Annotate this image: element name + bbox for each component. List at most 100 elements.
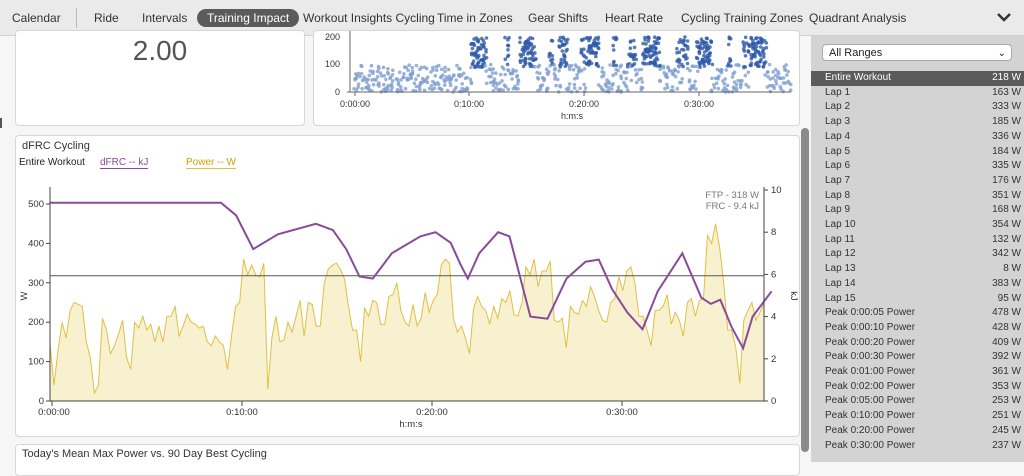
- scatter-point: [687, 78, 692, 82]
- range-row[interactable]: Peak 0:00:20 Power 409 W: [811, 336, 1024, 351]
- scatter-point: [395, 87, 400, 92]
- scatter-x-label: h:m:s: [561, 111, 584, 121]
- range-row-label: Lap 4: [825, 130, 851, 142]
- range-row[interactable]: Lap 10 354 W: [811, 218, 1024, 233]
- scatter-point: [558, 83, 562, 88]
- scatter-point: [663, 86, 667, 91]
- tab-calendar[interactable]: Calendar: [12, 11, 61, 25]
- scatter-point: [632, 38, 636, 43]
- range-row-label: Peak 0:20:00 Power: [825, 424, 916, 436]
- scatter-x-tick: 0:00:00: [340, 99, 370, 109]
- range-row[interactable]: Lap 1 163 W: [811, 86, 1024, 101]
- scatter-point: [727, 36, 732, 41]
- range-row[interactable]: Lap 2 333 W: [811, 100, 1024, 115]
- tab-time-in-zones[interactable]: Time in Zones: [437, 11, 513, 25]
- scatter-point: [646, 39, 651, 43]
- scrollbar[interactable]: [801, 128, 809, 452]
- range-row[interactable]: Lap 6 335 W: [811, 159, 1024, 174]
- tab-workout-insights-cycling[interactable]: Workout Insights Cycling: [303, 11, 435, 25]
- scatter-point: [742, 64, 746, 69]
- scatter-point: [371, 82, 376, 87]
- legend-power[interactable]: Power -- W: [186, 157, 236, 169]
- range-row[interactable]: Lap 12 342 W: [811, 247, 1024, 262]
- scatter-point: [701, 58, 705, 62]
- scatter-point: [414, 63, 419, 68]
- scatter-point: [498, 88, 502, 92]
- tab-cycling-training-zones[interactable]: Cycling Training Zones: [681, 11, 804, 25]
- tab-heart-rate[interactable]: Heart Rate: [605, 11, 664, 25]
- range-row[interactable]: Lap 5 184 W: [811, 145, 1024, 160]
- left-y-tick: 0: [39, 396, 44, 407]
- range-row[interactable]: Lap 4 336 W: [811, 130, 1024, 145]
- right-y-tick: 10: [771, 185, 782, 196]
- scatter-point: [730, 75, 735, 79]
- scatter-point: [442, 83, 447, 87]
- scatter-point: [537, 63, 542, 68]
- scatter-point: [781, 81, 786, 85]
- scatter-point: [686, 47, 690, 51]
- range-row[interactable]: Peak 0:00:05 Power 478 W: [811, 306, 1024, 321]
- range-row[interactable]: Lap 9 168 W: [811, 203, 1024, 218]
- range-row[interactable]: Lap 7 176 W: [811, 174, 1024, 189]
- range-select[interactable]: All Ranges ⌄: [822, 44, 1012, 61]
- range-row-label: Lap 14: [825, 277, 856, 289]
- scatter-point: [644, 62, 649, 66]
- scatter-point: [491, 67, 496, 71]
- range-row[interactable]: Lap 15 95 W: [811, 292, 1024, 307]
- scatter-point: [785, 73, 789, 77]
- scatter-point: [501, 88, 505, 92]
- scatter-point: [449, 77, 453, 82]
- scatter-point: [665, 85, 670, 90]
- range-row[interactable]: Lap 3 185 W: [811, 115, 1024, 130]
- range-row[interactable]: Peak 0:02:00 Power 353 W: [811, 380, 1024, 395]
- range-row[interactable]: Peak 0:00:30 Power 392 W: [811, 350, 1024, 365]
- range-row[interactable]: Peak 0:05:00 Power 253 W: [811, 394, 1024, 409]
- scatter-point: [702, 64, 707, 68]
- scatter-point: [744, 82, 748, 87]
- tab-ride[interactable]: Ride: [94, 11, 119, 25]
- range-row[interactable]: Lap 8 351 W: [811, 189, 1024, 204]
- scatter-point: [726, 42, 731, 47]
- range-row[interactable]: Lap 11 132 W: [811, 233, 1024, 248]
- scatter-point: [784, 63, 788, 67]
- scatter-point: [516, 87, 520, 91]
- ftp-label: FTP - 318 W: [705, 190, 759, 201]
- scatter-point: [710, 76, 714, 81]
- tab-gear-shifts[interactable]: Gear Shifts: [528, 11, 589, 25]
- scatter-point: [356, 71, 361, 76]
- range-select-value: All Ranges: [829, 47, 883, 59]
- scatter-point: [766, 70, 770, 74]
- range-row[interactable]: Peak 0:01:00 Power 361 W: [811, 365, 1024, 380]
- chevron-down-icon[interactable]: [996, 8, 1012, 26]
- legend-dfrc[interactable]: dFRC -- kJ: [100, 157, 149, 169]
- scatter-point: [435, 81, 440, 85]
- range-row[interactable]: Lap 13 8 W: [811, 262, 1024, 277]
- scatter-point: [743, 35, 748, 40]
- scatter-point: [683, 35, 687, 39]
- tab-intervals[interactable]: Intervals: [142, 11, 188, 25]
- scatter-point: [552, 63, 556, 67]
- range-row-value: 176 W: [992, 174, 1021, 186]
- range-row[interactable]: Peak 0:30:00 Power 237 W: [811, 439, 1024, 454]
- range-row[interactable]: Lap 14 383 W: [811, 277, 1024, 292]
- scatter-point: [751, 46, 755, 51]
- scatter-point: [634, 57, 638, 62]
- tab-training-impact[interactable]: Training Impact: [197, 9, 300, 27]
- scatter-point: [579, 47, 584, 52]
- scatter-point: [628, 64, 632, 69]
- range-row[interactable]: Entire Workout 218 W: [811, 71, 1024, 86]
- scatter-point: [582, 67, 587, 71]
- scatter-point: [637, 68, 641, 72]
- scatter-point: [399, 78, 403, 82]
- scatter-point: [688, 87, 693, 92]
- range-row[interactable]: Peak 0:20:00 Power 245 W: [811, 424, 1024, 439]
- scatter-point: [548, 51, 552, 56]
- scatter-point: [670, 85, 675, 89]
- scatter-point: [729, 64, 733, 68]
- scatter-point: [774, 82, 779, 86]
- tab-quadrant-analysis[interactable]: Quadrant Analysis: [809, 11, 907, 25]
- scatter-point: [559, 39, 564, 44]
- scatter-point: [503, 84, 508, 89]
- range-row[interactable]: Peak 0:10:00 Power 251 W: [811, 409, 1024, 424]
- range-row[interactable]: Peak 0:00:10 Power 428 W: [811, 321, 1024, 336]
